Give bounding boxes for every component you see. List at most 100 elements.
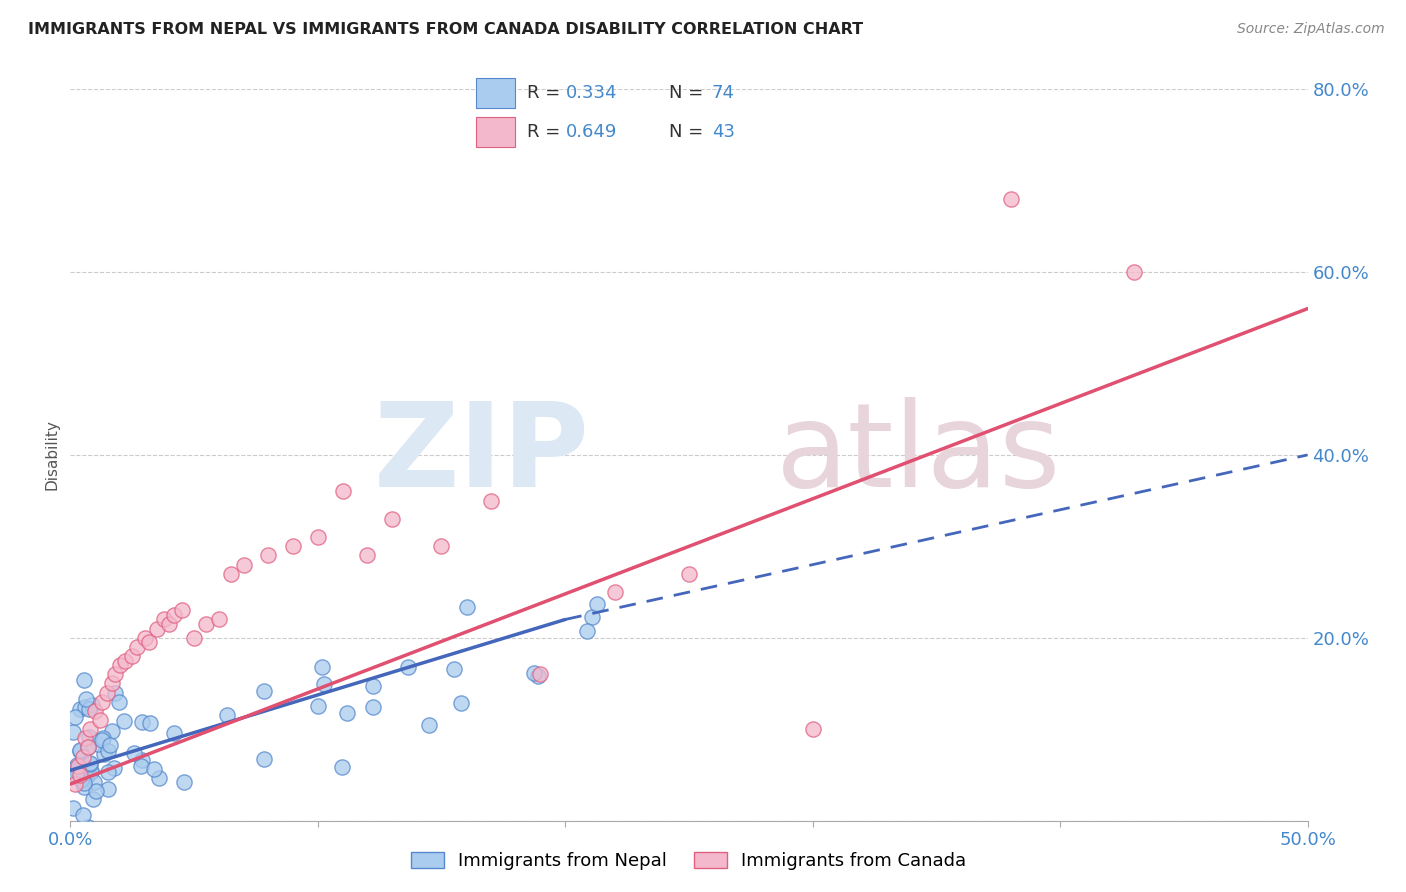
Point	[77, 820, 100, 834]
Point	[215, 708, 238, 723]
Point	[73, 780, 96, 794]
Text: R =: R =	[527, 123, 567, 141]
Point	[62, 801, 84, 815]
Point	[143, 762, 166, 776]
Point	[131, 714, 153, 729]
FancyBboxPatch shape	[475, 117, 515, 147]
Text: N =: N =	[669, 123, 709, 141]
Point	[91, 731, 114, 745]
Point	[73, 776, 96, 790]
Point	[443, 662, 465, 676]
Point	[114, 654, 136, 668]
Point	[79, 756, 101, 771]
Point	[148, 771, 170, 785]
Point	[76, 740, 98, 755]
Point	[80, 764, 103, 779]
Point	[112, 714, 135, 728]
Point	[139, 715, 162, 730]
Point	[72, 749, 94, 764]
Point	[62, 762, 84, 776]
Point	[73, 700, 96, 714]
Point	[83, 774, 105, 789]
Point	[69, 744, 91, 758]
Point	[101, 676, 124, 690]
Point	[146, 622, 169, 636]
Point	[97, 765, 120, 780]
Text: IMMIGRANTS FROM NEPAL VS IMMIGRANTS FROM CANADA DISABILITY CORRELATION CHART: IMMIGRANTS FROM NEPAL VS IMMIGRANTS FROM…	[28, 22, 863, 37]
Text: 74: 74	[711, 84, 735, 102]
Point	[523, 666, 546, 681]
Point	[103, 761, 125, 775]
Point	[76, 769, 98, 783]
Point	[170, 603, 193, 617]
Point	[330, 760, 353, 774]
Point	[63, 710, 86, 724]
Point	[100, 738, 122, 752]
Point	[77, 740, 100, 755]
Point	[107, 695, 129, 709]
Point	[75, 692, 97, 706]
Point	[77, 702, 100, 716]
Point	[456, 599, 478, 614]
Point	[396, 660, 419, 674]
Point	[183, 631, 205, 645]
Text: N =: N =	[669, 84, 709, 102]
Point	[104, 686, 127, 700]
Point	[163, 607, 186, 622]
Point	[66, 764, 89, 778]
Point	[253, 683, 276, 698]
Point	[529, 667, 551, 681]
Text: 0.334: 0.334	[567, 84, 617, 102]
Point	[281, 539, 304, 553]
Point	[93, 747, 115, 761]
Point	[361, 680, 384, 694]
Point	[69, 702, 91, 716]
Point	[75, 731, 97, 746]
Point	[62, 725, 84, 739]
Text: Source: ZipAtlas.com: Source: ZipAtlas.com	[1237, 22, 1385, 37]
Text: 43: 43	[711, 123, 735, 141]
Y-axis label: Disability: Disability	[44, 419, 59, 491]
Point	[311, 660, 333, 674]
Point	[100, 724, 122, 739]
Point	[356, 549, 378, 563]
Point	[586, 597, 609, 611]
Point	[97, 744, 120, 758]
Legend: Immigrants from Nepal, Immigrants from Canada: Immigrants from Nepal, Immigrants from C…	[405, 845, 973, 878]
Point	[79, 723, 101, 737]
Point	[801, 723, 824, 737]
Point	[1123, 265, 1146, 279]
Point	[82, 698, 104, 712]
Text: 0.649: 0.649	[567, 123, 617, 141]
Point	[1000, 192, 1022, 206]
Point	[108, 658, 131, 673]
Point	[232, 558, 254, 572]
Point	[73, 673, 96, 687]
Point	[430, 539, 453, 553]
FancyBboxPatch shape	[475, 78, 515, 108]
Point	[104, 667, 127, 681]
Point	[72, 808, 94, 822]
Point	[91, 733, 114, 747]
Point	[65, 768, 87, 782]
Point	[77, 730, 100, 744]
Point	[581, 610, 603, 624]
Point	[332, 484, 354, 499]
Point	[97, 782, 120, 797]
Point	[381, 512, 404, 526]
Point	[66, 757, 89, 772]
Point	[84, 784, 107, 798]
Point	[527, 669, 550, 683]
Point	[134, 631, 156, 645]
Point	[195, 617, 218, 632]
Point	[65, 777, 87, 791]
Text: R =: R =	[527, 84, 567, 102]
Point	[678, 566, 700, 581]
Point	[62, 766, 84, 780]
Point	[79, 756, 101, 771]
Point	[91, 695, 114, 709]
Point	[70, 773, 93, 788]
Point	[253, 752, 276, 766]
Point	[131, 753, 153, 767]
Point	[153, 613, 176, 627]
